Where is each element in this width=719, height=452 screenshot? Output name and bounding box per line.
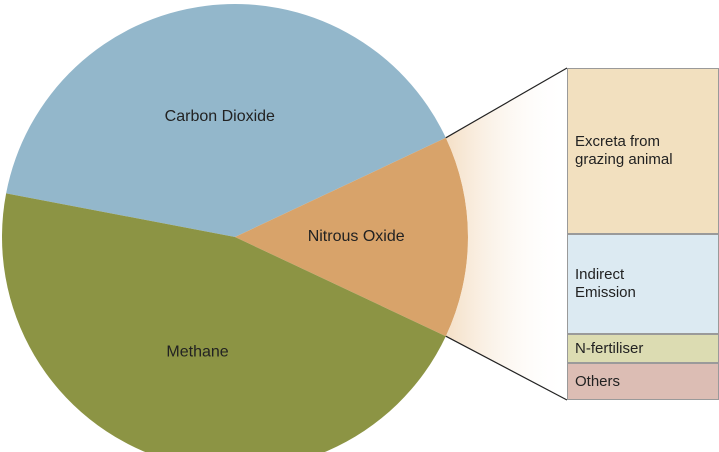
pie-slice	[235, 137, 468, 337]
segment-label: Indirect Emission	[575, 265, 636, 301]
slice-label: Nitrous Oxide	[308, 228, 405, 245]
segment-label: N-fertiliser	[575, 339, 644, 357]
slice-label: Carbon Dioxide	[165, 108, 275, 125]
connector-line	[445, 67, 568, 139]
bar-segment: N-fertiliser	[567, 333, 719, 364]
pie-slice	[2, 193, 446, 452]
slice-label: Methane	[166, 343, 228, 360]
bar-segment: Excreta from grazing animal	[567, 68, 719, 234]
connector-fan	[445, 68, 567, 400]
bar-segment: Others	[567, 363, 719, 400]
segment-label: Excreta from grazing animal	[575, 133, 673, 168]
pie-slice	[6, 3, 446, 237]
bar-segment: Indirect Emission	[567, 234, 719, 334]
connector-line	[445, 335, 568, 401]
segment-label: Others	[575, 372, 621, 390]
